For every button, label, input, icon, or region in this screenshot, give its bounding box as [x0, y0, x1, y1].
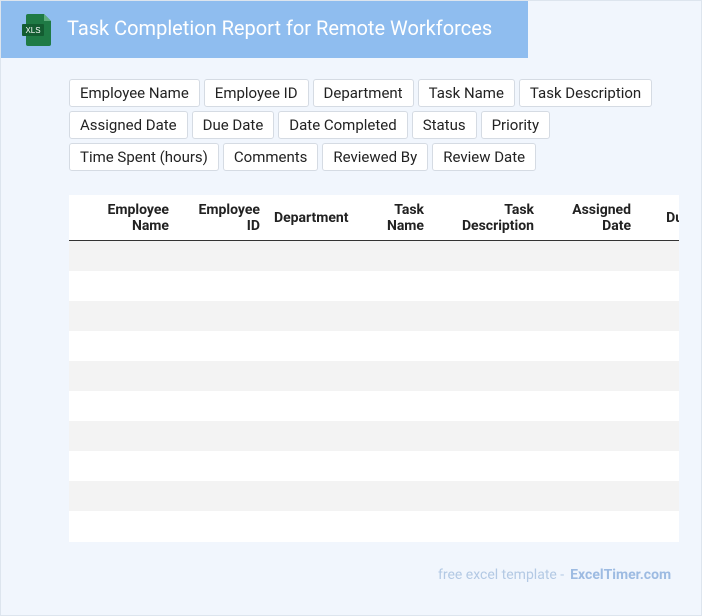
column-header: Due Date [666, 209, 679, 226]
row [69, 241, 679, 271]
column-header: Employee Name [107, 201, 169, 234]
row [69, 511, 679, 541]
footer-text: free excel template - [438, 567, 565, 583]
field-button[interactable]: Assigned Date [69, 111, 188, 139]
field-button[interactable]: Comments [222, 143, 319, 171]
column-header: Department [274, 209, 349, 226]
field-button[interactable]: Due Date [191, 111, 275, 139]
row [69, 481, 679, 511]
field-button[interactable]: Review Date [432, 143, 537, 171]
field-button[interactable]: Reviewed By [322, 143, 429, 171]
footer-link[interactable]: ExcelTimer.com [570, 567, 672, 583]
icon-label: XLS [25, 26, 40, 35]
field-button[interactable]: Priority [480, 111, 551, 139]
xls-icon: XLS [22, 14, 51, 46]
row [69, 271, 679, 301]
table: Employee Name Employee ID Department Task N… [69, 195, 679, 542]
field-button[interactable]: Task Description [518, 79, 653, 107]
field-button[interactable]: Department [312, 79, 414, 107]
row [69, 451, 679, 481]
row [69, 331, 679, 361]
column-header: Task Description [461, 201, 534, 234]
column-header: Task Name [386, 201, 424, 234]
field-button[interactable]: Employee ID [203, 79, 309, 107]
title: Task Completion Report for Remote Workfo… [67, 16, 493, 40]
column-header: Employee ID [198, 201, 260, 234]
table-header: Employee Name Employee ID Department Task N… [69, 195, 679, 241]
field-list: Employee Name Employee ID Department Task N… [69, 79, 699, 171]
footer: free excel template - ExcelTimer.com [438, 567, 671, 583]
row [69, 361, 679, 391]
row [69, 391, 679, 421]
column-header: Assigned Date [572, 201, 631, 234]
field-button[interactable]: Date Completed [278, 111, 408, 139]
banner: XLS Task Completion Report for Remote Wo… [1, 1, 528, 58]
field-button[interactable]: Task Name [417, 79, 515, 107]
field-button[interactable]: Time Spent (hours) [69, 143, 219, 171]
field-button[interactable]: Status [411, 111, 477, 139]
field-button[interactable]: Employee Name [69, 79, 200, 107]
row [69, 301, 679, 331]
row [69, 421, 679, 451]
